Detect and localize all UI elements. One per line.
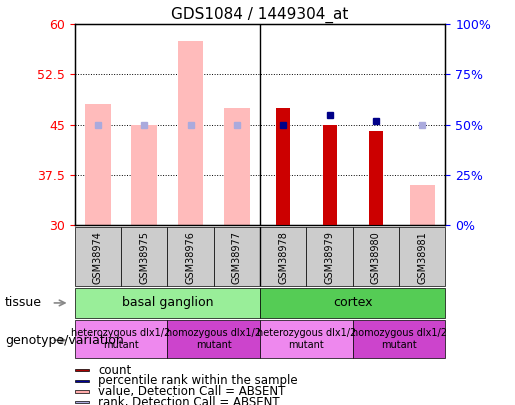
Bar	[167, 320, 260, 358]
Bar	[260, 320, 353, 358]
Text: count: count	[98, 364, 132, 377]
Bar	[260, 288, 445, 318]
Bar	[75, 369, 90, 371]
Bar	[322, 125, 336, 225]
Text: heterozygous dlx1/2
mutant: heterozygous dlx1/2 mutant	[257, 328, 356, 350]
Text: GSM38976: GSM38976	[185, 232, 196, 284]
Bar	[224, 108, 250, 225]
Text: homozygous dlx1/2
mutant: homozygous dlx1/2 mutant	[352, 328, 447, 350]
Text: cortex: cortex	[333, 296, 372, 309]
Bar	[306, 227, 353, 286]
Bar	[75, 320, 167, 358]
Text: value, Detection Call = ABSENT: value, Detection Call = ABSENT	[98, 385, 286, 398]
Text: GSM38977: GSM38977	[232, 232, 242, 284]
Bar	[399, 227, 445, 286]
Bar	[75, 401, 90, 403]
Text: basal ganglion: basal ganglion	[122, 296, 213, 309]
Bar	[75, 379, 90, 382]
Bar	[75, 390, 90, 392]
Text: GSM38975: GSM38975	[139, 232, 149, 284]
Text: homozygous dlx1/2
mutant: homozygous dlx1/2 mutant	[166, 328, 261, 350]
Bar	[131, 125, 157, 225]
Bar	[369, 131, 383, 225]
Text: rank, Detection Call = ABSENT: rank, Detection Call = ABSENT	[98, 396, 280, 405]
Title: GDS1084 / 1449304_at: GDS1084 / 1449304_at	[171, 7, 349, 23]
Bar	[75, 227, 121, 286]
Text: tissue: tissue	[5, 296, 42, 309]
Text: percentile rank within the sample: percentile rank within the sample	[98, 374, 298, 387]
Text: heterozygous dlx1/2
mutant: heterozygous dlx1/2 mutant	[72, 328, 170, 350]
Bar	[178, 41, 203, 225]
Bar	[353, 227, 399, 286]
Bar	[214, 227, 260, 286]
Text: GSM38980: GSM38980	[371, 232, 381, 284]
Bar	[75, 288, 260, 318]
Bar	[353, 320, 445, 358]
Bar	[167, 227, 214, 286]
Bar	[121, 227, 167, 286]
Text: GSM38974: GSM38974	[93, 232, 103, 284]
Bar	[260, 227, 306, 286]
Bar	[409, 185, 435, 225]
Text: GSM38979: GSM38979	[324, 232, 335, 284]
Text: GSM38978: GSM38978	[278, 232, 288, 284]
Text: genotype/variation: genotype/variation	[5, 334, 124, 347]
Bar	[85, 104, 111, 225]
Bar	[276, 108, 290, 225]
Text: GSM38981: GSM38981	[417, 232, 427, 284]
